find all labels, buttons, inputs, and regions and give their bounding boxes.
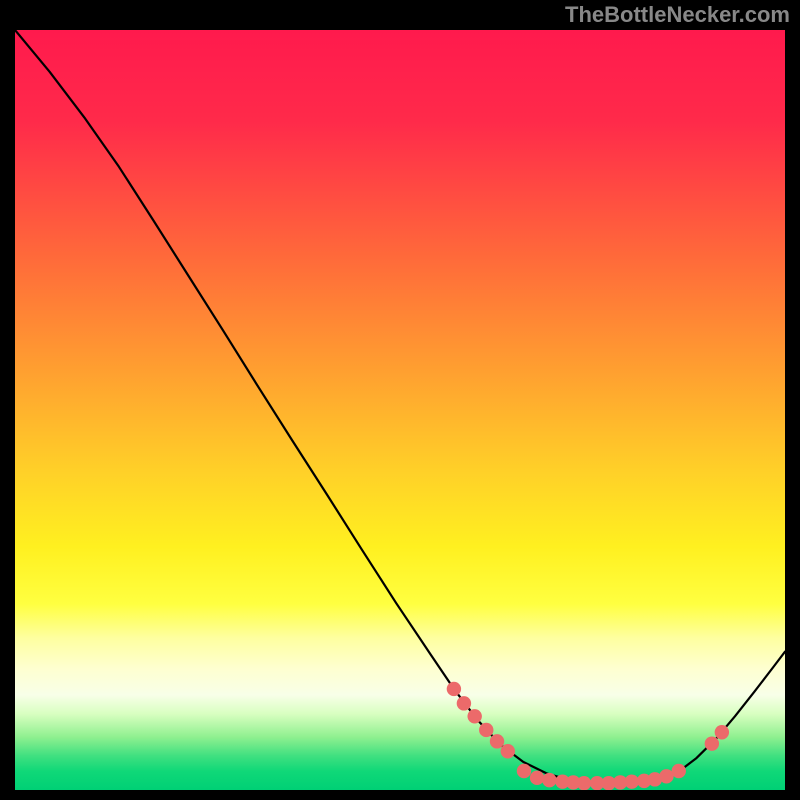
marker-dot xyxy=(447,682,461,696)
marker-dot xyxy=(625,774,639,788)
marker-group xyxy=(447,682,729,790)
marker-dot xyxy=(490,734,504,748)
plot-area xyxy=(15,30,785,790)
marker-dot xyxy=(705,736,719,750)
marker-dot xyxy=(457,696,471,710)
watermark-text: TheBottleNecker.com xyxy=(565,2,790,28)
marker-dot xyxy=(715,725,729,739)
marker-dot xyxy=(501,744,515,758)
marker-dot xyxy=(467,709,481,723)
marker-dot xyxy=(479,723,493,737)
marker-dot xyxy=(577,776,591,790)
marker-dot xyxy=(672,764,686,778)
curve-layer xyxy=(15,30,785,790)
marker-dot xyxy=(517,764,531,778)
marker-dot xyxy=(530,771,544,785)
main-curve xyxy=(15,30,785,783)
marker-dot xyxy=(659,769,673,783)
marker-dot xyxy=(542,773,556,787)
